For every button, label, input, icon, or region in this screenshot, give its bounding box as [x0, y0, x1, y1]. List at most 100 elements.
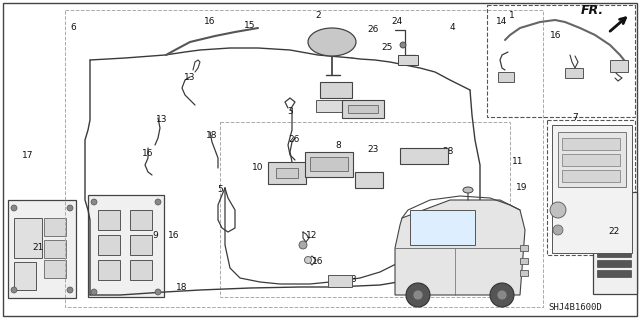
Bar [562, 170, 620, 182]
Bar [597, 230, 631, 237]
Bar [130, 235, 152, 255]
Circle shape [497, 290, 507, 300]
Bar [44, 240, 66, 258]
Circle shape [305, 256, 312, 263]
Circle shape [553, 225, 563, 235]
Text: 13: 13 [156, 115, 168, 124]
Ellipse shape [308, 28, 356, 56]
Text: 12: 12 [307, 231, 317, 240]
Text: 25: 25 [381, 43, 393, 53]
Bar [328, 275, 352, 287]
Bar [65, 10, 543, 307]
Ellipse shape [463, 187, 473, 193]
Bar [44, 218, 66, 236]
Bar [310, 157, 348, 171]
Bar [268, 162, 306, 184]
Circle shape [400, 42, 406, 48]
Bar [597, 240, 631, 247]
Bar [565, 68, 583, 78]
Bar [498, 72, 514, 82]
Bar [130, 210, 152, 230]
Bar [305, 152, 353, 177]
Circle shape [67, 205, 73, 211]
Circle shape [299, 241, 307, 249]
Text: 13: 13 [184, 73, 196, 83]
Text: 21: 21 [32, 243, 44, 253]
Text: SHJ4B1600D: SHJ4B1600D [548, 303, 602, 313]
Text: 9: 9 [152, 231, 158, 240]
Text: 2: 2 [315, 11, 321, 19]
Bar [610, 60, 628, 72]
Text: 10: 10 [252, 164, 264, 173]
Bar [398, 55, 418, 65]
Text: 3: 3 [287, 108, 293, 116]
Bar [597, 260, 631, 267]
Bar [558, 132, 626, 187]
Circle shape [155, 199, 161, 205]
Text: 23: 23 [309, 164, 321, 173]
Circle shape [67, 287, 73, 293]
Text: 7: 7 [572, 114, 578, 122]
Bar [348, 105, 378, 113]
Bar [552, 125, 632, 253]
Bar [562, 154, 620, 166]
Text: 24: 24 [392, 18, 403, 26]
Text: 5: 5 [217, 186, 223, 195]
Text: 27: 27 [356, 174, 368, 182]
Bar [316, 100, 356, 112]
Circle shape [550, 202, 566, 218]
Bar [276, 168, 298, 178]
Bar [98, 260, 120, 280]
Bar [400, 148, 448, 164]
Bar [14, 218, 42, 258]
Bar [597, 200, 631, 207]
Text: 18: 18 [206, 130, 218, 139]
Text: 18: 18 [176, 284, 188, 293]
Bar [88, 195, 164, 297]
Bar [597, 210, 631, 217]
Bar [355, 172, 383, 188]
Text: 6: 6 [70, 24, 76, 33]
Bar [593, 192, 637, 294]
Bar [44, 260, 66, 278]
Circle shape [490, 283, 514, 307]
Text: 1: 1 [509, 11, 515, 19]
Circle shape [91, 199, 97, 205]
Bar [320, 82, 352, 98]
Text: 26: 26 [367, 26, 379, 34]
Polygon shape [395, 200, 525, 295]
Text: 16: 16 [168, 231, 180, 240]
Text: 13: 13 [426, 218, 438, 226]
Text: 14: 14 [496, 18, 508, 26]
Bar [342, 100, 384, 118]
Bar [520, 258, 528, 264]
Text: 4: 4 [449, 24, 455, 33]
Bar [8, 200, 76, 298]
Text: 28: 28 [442, 147, 454, 157]
Circle shape [413, 290, 423, 300]
Bar [14, 262, 36, 290]
Text: 26: 26 [288, 136, 300, 145]
Text: 8: 8 [335, 140, 341, 150]
Bar [98, 235, 120, 255]
Bar [597, 250, 631, 257]
Bar [487, 5, 635, 117]
Bar [520, 270, 528, 276]
Circle shape [91, 289, 97, 295]
Text: 23: 23 [367, 145, 379, 154]
Bar [98, 210, 120, 230]
Text: 16: 16 [204, 18, 216, 26]
Bar [520, 245, 528, 251]
Circle shape [11, 287, 17, 293]
Text: 15: 15 [244, 20, 256, 29]
Text: FR.: FR. [581, 4, 604, 18]
Text: 19: 19 [516, 183, 528, 192]
Text: 11: 11 [512, 158, 524, 167]
Bar [130, 260, 152, 280]
Bar [597, 270, 631, 277]
Bar [562, 138, 620, 150]
Bar [410, 210, 475, 245]
Text: 16: 16 [550, 31, 562, 40]
Bar [547, 120, 635, 255]
Text: 16: 16 [312, 257, 324, 266]
